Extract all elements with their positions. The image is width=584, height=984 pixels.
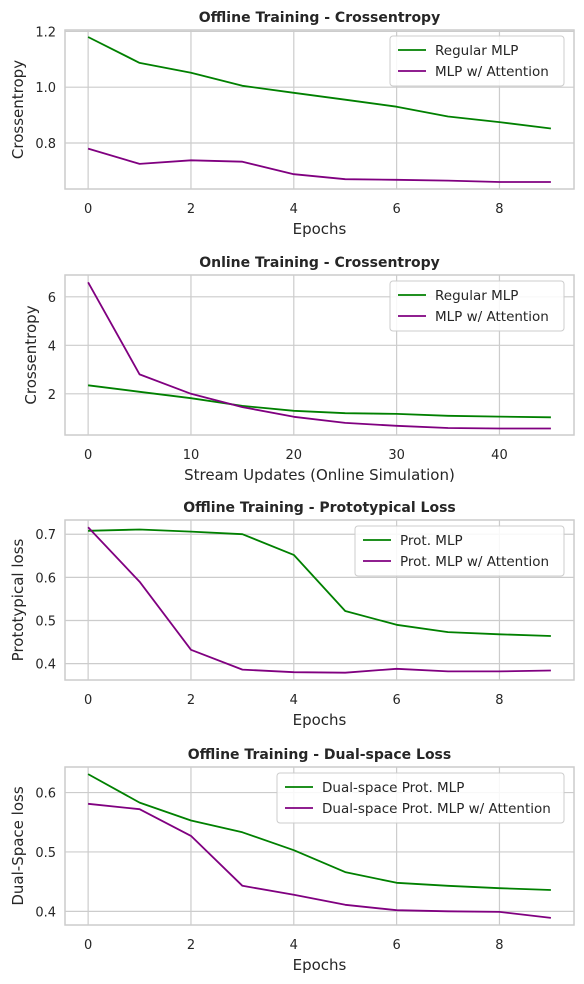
x-axis-label: Epochs — [293, 220, 347, 238]
legend-box — [354, 525, 565, 577]
plot-frame — [64, 29, 575, 190]
x-tick-label: 40 — [491, 448, 508, 463]
legend-label: Prot. MLP — [400, 533, 463, 549]
chart-panel-1: 0 2 4 6 8 0.8 1.0 1.2 Offline Training - Crossen… — [9, 10, 575, 238]
series-line-2 — [87, 147, 551, 183]
legend-label: Regular MLP — [435, 288, 518, 304]
y-tick-label: 0.7 — [35, 528, 56, 543]
x-tick-label: 0 — [84, 448, 92, 463]
x-axis-label: Stream Updates (Online Simulation) — [184, 466, 455, 484]
plot-frame — [64, 519, 575, 681]
x-tick-label: 2 — [187, 938, 195, 953]
y-axis-label: Prototypical loss — [9, 538, 27, 661]
x-tick-label: 4 — [290, 693, 298, 708]
series-line-2 — [87, 281, 551, 430]
chart-title: Offline Training - Prototypical Loss — [183, 500, 456, 516]
x-tick-label: 10 — [183, 448, 200, 463]
chart-panel-4: 0 2 4 6 8 0.4 0.5 0.6 Offline Training - Dual-sp… — [9, 747, 575, 974]
x-tick-label: 8 — [495, 693, 503, 708]
y-tick-label: 0.5 — [35, 846, 56, 861]
x-tick-label: 0 — [84, 202, 92, 217]
legend-box — [276, 772, 565, 824]
series-line-1 — [88, 528, 551, 637]
x-tick-label: 30 — [388, 448, 405, 463]
x-tick-label: 2 — [187, 202, 195, 217]
legend-label: Regular MLP — [435, 43, 518, 59]
chart-title: Offline Training - Crossentropy — [199, 10, 440, 26]
y-tick-label: 0.8 — [35, 137, 56, 152]
x-tick-label: 6 — [392, 202, 400, 217]
x-tick-label: 4 — [290, 202, 298, 217]
series-line-1 — [87, 384, 551, 419]
legend-label: Prot. MLP w/ Attention — [400, 554, 549, 570]
x-tick-label: 2 — [187, 693, 195, 708]
y-tick-label: 1.2 — [35, 25, 56, 40]
y-tick-label: 6 — [48, 291, 56, 306]
x-tick-label: 0 — [84, 693, 92, 708]
x-tick-label: 20 — [286, 448, 303, 463]
x-axis-label: Epochs — [293, 711, 347, 729]
plot-frame — [64, 766, 575, 926]
y-tick-label: 1.0 — [35, 81, 56, 96]
x-axis-label: Epochs — [293, 956, 347, 974]
y-tick-label: 0.5 — [35, 614, 56, 629]
y-axis-label: Dual-Space loss — [9, 786, 27, 905]
y-axis-label: Crossentropy — [22, 305, 40, 404]
x-tick-label: 8 — [495, 938, 503, 953]
chart-panel-2: 0 10 20 30 40 2 4 6 Online Training - Crossentro… — [22, 255, 575, 484]
series-line-2 — [88, 802, 552, 919]
y-tick-label: 2 — [48, 388, 56, 403]
x-tick-label: 4 — [290, 938, 298, 953]
legend-label: MLP w/ Attention — [435, 64, 549, 80]
legend-label: Dual-space Prot. MLP w/ Attention — [322, 801, 551, 817]
series-line-1 — [87, 36, 552, 130]
y-tick-label: 4 — [48, 339, 56, 354]
x-tick-label: 6 — [392, 938, 400, 953]
series-line-2 — [87, 526, 551, 674]
chart-title: Offline Training - Dual-space Loss — [188, 747, 451, 763]
x-tick-label: 6 — [392, 693, 400, 708]
x-tick-label: 8 — [495, 202, 503, 217]
y-axis-label: Crossentropy — [9, 60, 27, 159]
y-tick-label: 0.4 — [35, 658, 56, 673]
legend-label: Dual-space Prot. MLP — [322, 780, 464, 796]
y-tick-label: 0.6 — [35, 571, 56, 586]
chart-title: Online Training - Crossentropy — [199, 255, 440, 271]
plot-frame — [64, 274, 575, 436]
series-line-1 — [87, 773, 551, 891]
chart-panel-3: 0 2 4 6 8 0.4 0.5 0.6 0.7 Offline Training - Prot… — [9, 500, 575, 729]
legend-label: MLP w/ Attention — [435, 309, 549, 325]
legend-box — [389, 35, 565, 87]
y-tick-label: 0.4 — [35, 905, 56, 920]
y-tick-label: 0.6 — [35, 787, 56, 802]
x-tick-label: 0 — [84, 938, 92, 953]
legend-box — [389, 280, 565, 332]
